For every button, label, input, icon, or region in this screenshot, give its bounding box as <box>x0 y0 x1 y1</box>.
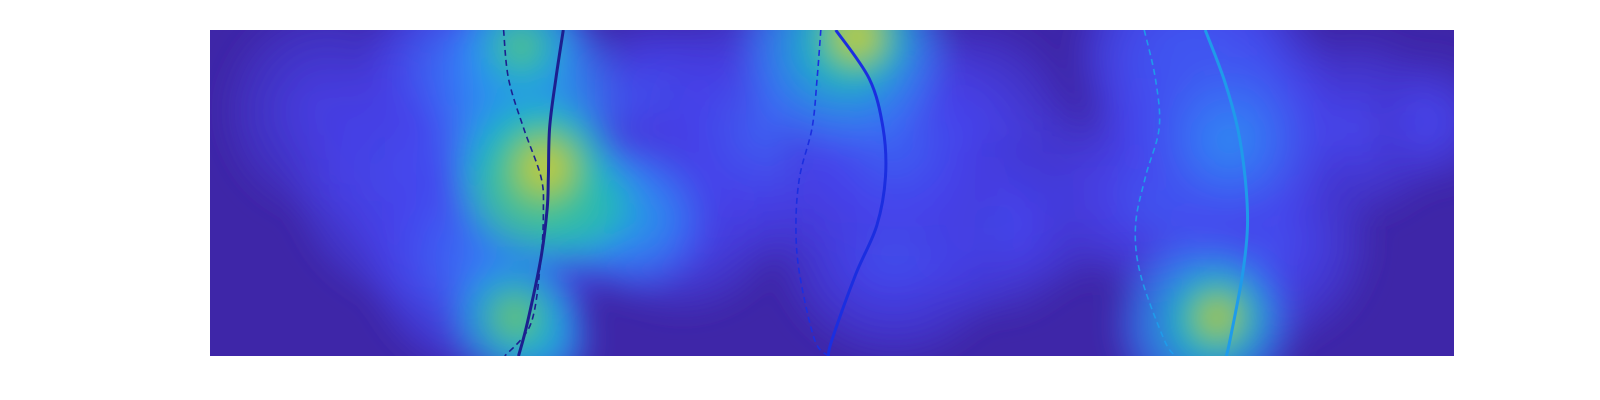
curve-layer <box>502 30 1250 356</box>
dashed-curve-3 <box>795 30 829 356</box>
heat-blob <box>1332 106 1377 150</box>
heat-layer <box>228 30 1454 356</box>
plot-area <box>210 30 1454 356</box>
heat-blob <box>1413 105 1445 137</box>
heat-blob <box>1205 304 1231 330</box>
solid-curve-2 <box>826 30 888 356</box>
heat-blob <box>530 151 562 183</box>
heat-blob <box>505 30 537 62</box>
dashed-curve-5 <box>1134 30 1176 356</box>
solid-curve-0 <box>517 30 565 356</box>
heat-blob <box>499 301 531 333</box>
heat-blob <box>844 30 870 49</box>
dashed-curve-1 <box>502 30 545 356</box>
heat-blob <box>1205 115 1255 166</box>
solid-curve-4 <box>1203 30 1250 356</box>
